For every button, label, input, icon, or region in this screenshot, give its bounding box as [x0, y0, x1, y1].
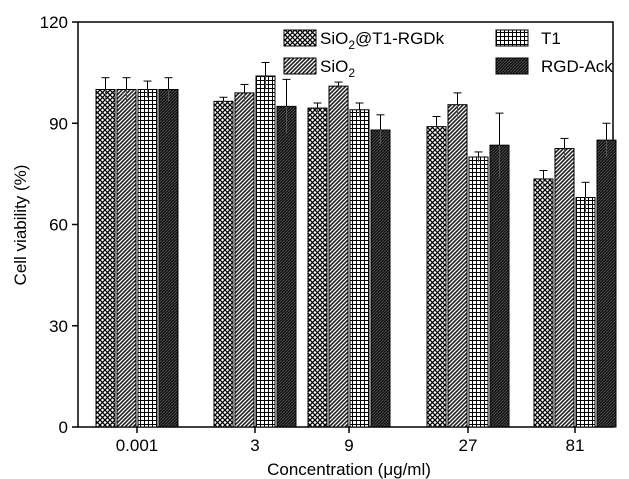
bar-crosshatch-3: [213, 100, 234, 428]
y-tick-label: 60: [49, 216, 68, 235]
legend-label-rest: @T1-RGDk: [355, 29, 445, 48]
y-axis: 0 30 60 90 120: [40, 13, 78, 437]
bar-diag-81: [554, 148, 575, 428]
legend-label-main: RGD-Ack: [541, 57, 613, 76]
bar-dense-3: [276, 105, 297, 428]
bar-crosshatch-0.001: [95, 89, 116, 428]
y-tick-label: 0: [59, 418, 68, 437]
y-tick-label: 90: [49, 114, 68, 133]
x-tick-label: 27: [459, 436, 478, 455]
legend-label: SiO2: [320, 57, 355, 80]
bar-diag-27: [447, 104, 468, 428]
x-tick-label: 0.001: [116, 436, 159, 455]
bar-crosshatch-27: [426, 126, 447, 428]
legend-swatch-crosshatch: [283, 29, 317, 47]
bar-diag-0.001: [116, 89, 137, 428]
legend-swatch-dense: [495, 57, 529, 75]
bar-dense-81: [596, 139, 617, 428]
legend-label: RGD-Ack: [541, 57, 613, 76]
legend-label: T1: [541, 29, 561, 48]
x-tick-label: 81: [566, 436, 585, 455]
legend-label-main: T1: [541, 29, 561, 48]
y-axis-title: Cell viability (%): [11, 165, 30, 286]
legend-swatch-grid: [495, 29, 529, 47]
legend-label-main: SiO: [320, 29, 348, 48]
x-tick-label: 9: [344, 436, 353, 455]
bar-grid-27: [468, 156, 489, 428]
bar-crosshatch-9: [307, 107, 328, 428]
error-bars: [101, 62, 611, 213]
bar-dense-0.001: [158, 89, 179, 428]
bars: [95, 75, 617, 428]
bar-dense-9: [370, 129, 391, 428]
x-axis: 0.001 3 9 27 81: [116, 427, 585, 455]
bar-diag-9: [328, 85, 349, 428]
legend-label: SiO2@T1-RGDk: [320, 29, 445, 52]
legend-label-subscript: 2: [348, 66, 355, 80]
bar-crosshatch-81: [533, 178, 554, 428]
legend-swatch-diag: [283, 57, 317, 75]
bar-diag-3: [234, 92, 255, 428]
legend-label-subscript: 2: [348, 38, 355, 52]
x-tick-label: 3: [250, 436, 259, 455]
bar-grid-0.001: [137, 89, 158, 428]
y-tick-label: 120: [40, 13, 68, 32]
bar-grid-81: [575, 197, 596, 428]
y-tick-label: 30: [49, 317, 68, 336]
bar-grid-9: [349, 109, 370, 428]
legend-label-main: SiO: [320, 57, 348, 76]
bar-dense-27: [489, 144, 510, 428]
bar-grid-3: [255, 75, 276, 428]
x-axis-title: Concentration (μg/ml): [267, 460, 431, 479]
